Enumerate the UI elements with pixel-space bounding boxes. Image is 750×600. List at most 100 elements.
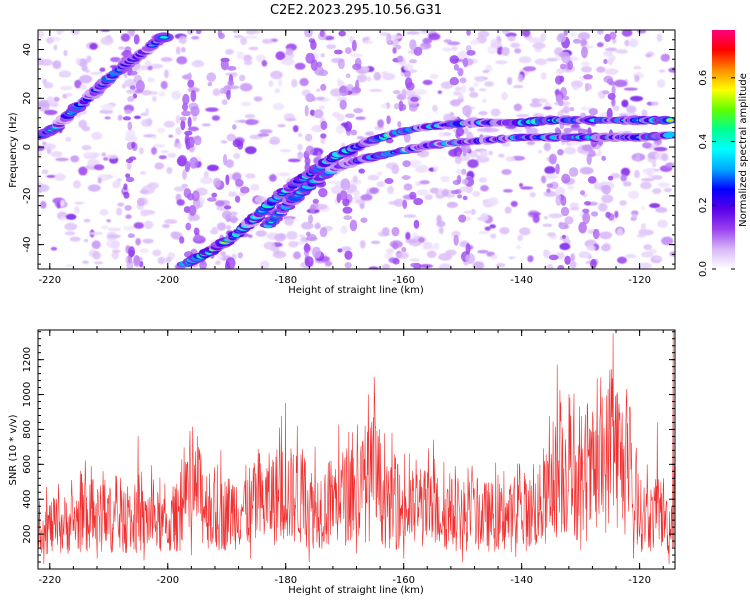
noise-blob (106, 219, 112, 223)
streak-blob (333, 49, 343, 55)
noise-blob (89, 231, 103, 236)
streak-blob (401, 175, 411, 180)
noise-blob (160, 80, 168, 90)
noise-blob (438, 227, 444, 235)
noise-blob (636, 153, 641, 163)
streak-blob (600, 244, 611, 252)
noise-blob (518, 56, 532, 64)
noise-blob (176, 56, 188, 65)
noise-blob (522, 30, 531, 37)
streak-blob (583, 74, 593, 80)
noise-blob (238, 119, 247, 123)
noise-blob (501, 169, 512, 175)
noise-blob (44, 109, 58, 116)
noise-blob (422, 241, 433, 249)
noise-blob (406, 31, 420, 35)
noise-blob (81, 125, 91, 132)
noise-blob (177, 142, 182, 150)
noise-blob (638, 228, 645, 237)
streak-blob (555, 75, 563, 85)
streak-blob (582, 208, 590, 214)
streak-blob (601, 184, 612, 195)
noise-blob (215, 200, 225, 207)
noise-blob (441, 47, 453, 52)
streak-blob (605, 211, 611, 219)
streak-blob (360, 217, 368, 223)
streak-blob (176, 156, 187, 167)
noise-blob (621, 99, 629, 108)
noise-blob (147, 77, 155, 83)
noise-blob (546, 232, 556, 237)
colorbar-tick-label: 0.6 (698, 70, 709, 86)
noise-blob (614, 210, 619, 219)
noise-blob (360, 194, 373, 201)
noise-blob (454, 156, 462, 165)
noise-blob (518, 182, 524, 188)
noise-blob (490, 254, 498, 260)
streak-blob (558, 52, 567, 58)
noise-blob (89, 43, 98, 50)
noise-blob (403, 214, 417, 218)
noise-blob (205, 107, 219, 112)
noise-blob (542, 106, 553, 110)
streak-blob (227, 80, 235, 87)
noise-blob (191, 35, 200, 40)
noise-blob (543, 249, 551, 259)
noise-blob (495, 60, 508, 65)
noise-blob (53, 96, 60, 102)
noise-blob (176, 199, 185, 206)
noise-blob (488, 150, 494, 156)
streak-blob (449, 77, 459, 86)
noise-blob (661, 153, 669, 162)
noise-blob (99, 209, 109, 216)
streak-blob (403, 70, 411, 78)
noise-blob (501, 30, 510, 35)
noise-blob (419, 180, 430, 185)
streak-blob (129, 30, 136, 37)
noise-blob (65, 213, 77, 220)
noise-blob (458, 93, 464, 100)
streak-blob (395, 44, 402, 50)
streak-blob (339, 86, 347, 94)
noise-blob (259, 260, 270, 269)
noise-blob (233, 34, 243, 39)
noise-blob (579, 166, 594, 175)
streak-blob (225, 261, 230, 269)
noise-blob (46, 96, 54, 104)
noise-blob (429, 187, 440, 194)
noise-blob (253, 96, 263, 102)
streak-blob (590, 258, 597, 269)
noise-blob (43, 82, 54, 89)
noise-blob (225, 72, 236, 76)
streak-blob (238, 74, 246, 82)
noise-blob (537, 149, 543, 154)
noise-blob (160, 57, 173, 62)
noise-blob (362, 40, 374, 44)
noise-blob (623, 87, 638, 91)
noise-blob (601, 194, 614, 204)
noise-blob (38, 145, 45, 152)
noise-blob (651, 175, 663, 180)
noise-blob (147, 65, 153, 71)
streak-blob (559, 63, 567, 70)
noise-blob (582, 144, 594, 152)
streak-blob (392, 258, 400, 265)
noise-blob (355, 116, 366, 121)
noise-blob (140, 112, 147, 117)
noise-blob (478, 110, 488, 116)
noise-blob (298, 133, 303, 138)
streak-blob (344, 121, 353, 132)
noise-blob (152, 249, 162, 257)
noise-blob (384, 253, 394, 259)
noise-blob (470, 39, 480, 46)
noise-blob (368, 266, 379, 269)
streak-blob (393, 103, 400, 110)
noise-blob (657, 219, 668, 228)
noise-blob (54, 173, 66, 181)
streak-blob (358, 168, 366, 174)
streak-blob (133, 34, 140, 45)
noise-blob (433, 165, 439, 173)
x-tick-label: -220 (38, 275, 61, 286)
noise-blob (660, 53, 670, 62)
noise-blob (60, 199, 65, 207)
